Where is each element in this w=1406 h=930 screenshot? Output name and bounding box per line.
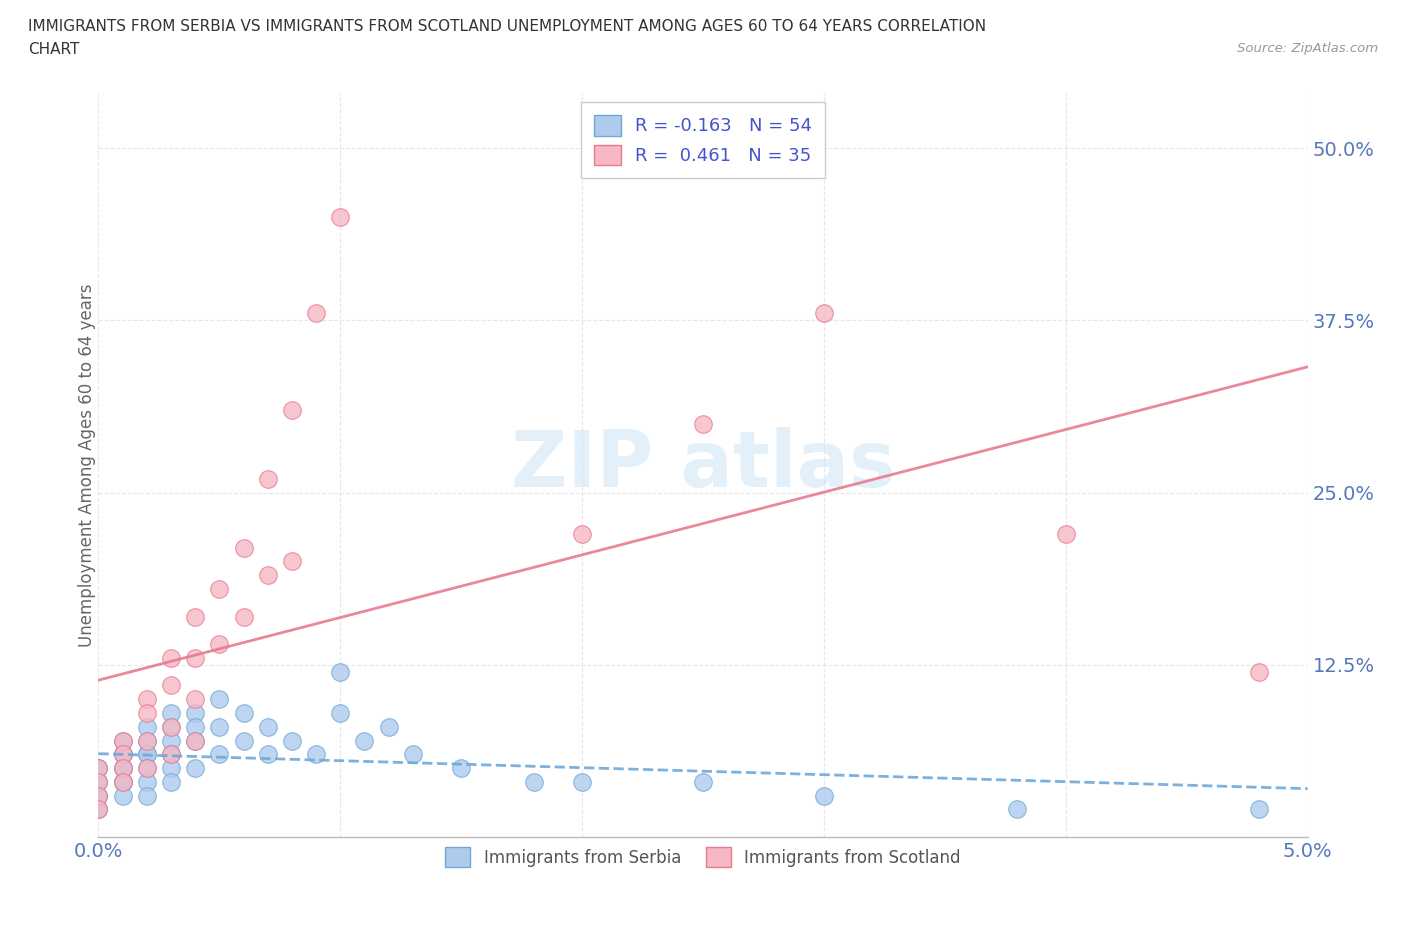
Point [402,747,425,762]
Point [87,802,110,817]
Point [111,733,134,748]
Point [135,761,157,776]
Point [111,761,134,776]
Point [87,775,110,790]
Point [256,568,278,583]
Point [256,747,278,762]
Point [305,747,328,762]
Point [160,761,183,776]
Point [87,789,110,804]
Point [208,747,231,762]
Point [87,775,110,790]
Point [135,706,157,721]
Point [111,761,134,776]
Point [87,802,110,817]
Point [571,526,593,541]
Point [135,719,157,734]
Point [184,719,207,734]
Point [87,761,110,776]
Text: CHART: CHART [28,42,80,57]
Text: IMMIGRANTS FROM SERBIA VS IMMIGRANTS FROM SCOTLAND UNEMPLOYMENT AMONG AGES 60 TO: IMMIGRANTS FROM SERBIA VS IMMIGRANTS FRO… [28,19,986,33]
Point [160,747,183,762]
Point [87,802,110,817]
Point [692,775,714,790]
Point [111,747,134,762]
Point [184,692,207,707]
Point [305,306,328,321]
Point [329,706,352,721]
Point [184,609,207,624]
Point [111,733,134,748]
Point [329,209,352,224]
Point [87,789,110,804]
Point [111,789,134,804]
Point [111,775,134,790]
Point [160,719,183,734]
Point [160,719,183,734]
Point [135,747,157,762]
Point [1007,802,1029,817]
Point [208,719,231,734]
Point [232,540,254,555]
Point [111,761,134,776]
Text: ZIP atlas: ZIP atlas [510,427,896,503]
Point [184,650,207,665]
Point [813,789,835,804]
Point [329,664,352,679]
Point [135,733,157,748]
Point [135,775,157,790]
Point [111,747,134,762]
Point [208,637,231,652]
Point [692,417,714,432]
Point [256,472,278,486]
Point [232,733,254,748]
Point [135,692,157,707]
Point [111,747,134,762]
Point [111,775,134,790]
Point [160,747,183,762]
Point [135,789,157,804]
Point [1054,526,1077,541]
Text: Source: ZipAtlas.com: Source: ZipAtlas.com [1237,42,1378,55]
Point [450,761,472,776]
Point [87,775,110,790]
Y-axis label: Unemployment Among Ages 60 to 64 years: Unemployment Among Ages 60 to 64 years [79,284,96,646]
Point [87,761,110,776]
Point [232,706,254,721]
Point [523,775,546,790]
Point [87,789,110,804]
Point [1249,802,1271,817]
Point [281,403,304,418]
Point [160,775,183,790]
Point [256,719,278,734]
Point [184,733,207,748]
Point [87,761,110,776]
Point [571,775,593,790]
Point [160,706,183,721]
Point [111,775,134,790]
Point [135,747,157,762]
Point [160,678,183,693]
Point [184,733,207,748]
Legend: Immigrants from Serbia, Immigrants from Scotland: Immigrants from Serbia, Immigrants from … [439,841,967,873]
Point [232,609,254,624]
Point [160,650,183,665]
Point [184,706,207,721]
Point [281,733,304,748]
Point [208,581,231,596]
Point [353,733,375,748]
Point [208,692,231,707]
Point [135,761,157,776]
Point [281,554,304,569]
Point [160,733,183,748]
Point [1249,664,1271,679]
Point [184,761,207,776]
Point [813,306,835,321]
Point [135,733,157,748]
Point [377,719,399,734]
